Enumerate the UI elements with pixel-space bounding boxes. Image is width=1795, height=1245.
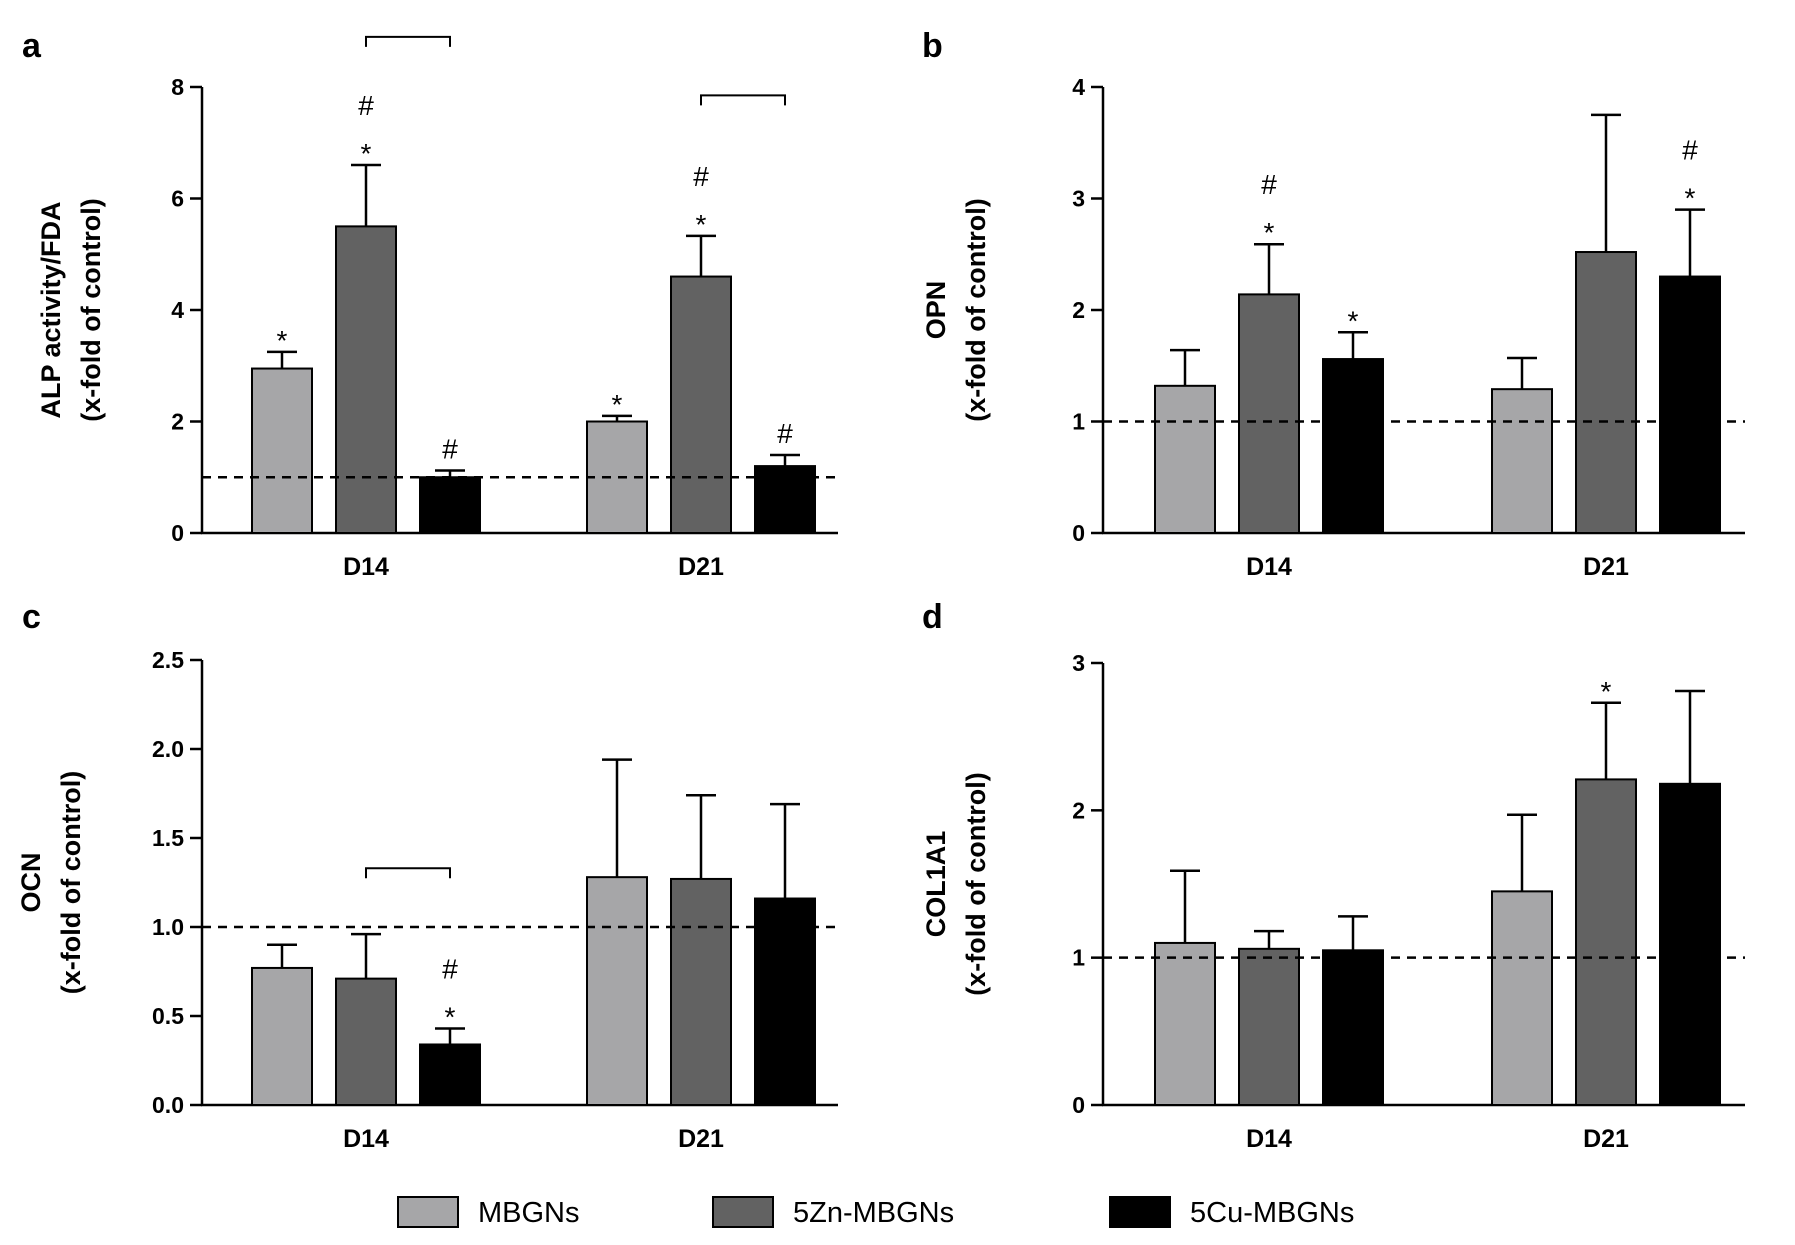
legend-label: 5Cu-MBGNs: [1190, 1197, 1354, 1229]
y-axis-label: (x-fold of control): [961, 198, 991, 421]
bar: [1659, 782, 1721, 1107]
x-category-label: D14: [343, 1125, 389, 1153]
bar: [1575, 251, 1637, 535]
significance-bracket: [365, 35, 451, 47]
panel-c: c OCN (x-fold of control) 0.0 0.5 1.0 1.5 2.0 2.…: [16, 598, 838, 1153]
bar: [335, 225, 397, 534]
y-axis-label: COL1A1: [921, 831, 951, 938]
y-tick-label: 2: [1072, 297, 1085, 323]
y-axis-label: (x-fold of control): [76, 198, 106, 421]
legend-swatch: [1109, 1196, 1171, 1228]
bar: [754, 897, 816, 1107]
y-tick-label: 8: [171, 74, 184, 100]
panel-letter: b: [922, 27, 943, 65]
y-tick-label: 3: [1072, 186, 1085, 212]
significance-star: *: [1601, 676, 1612, 707]
x-category-label: D21: [678, 1125, 724, 1153]
legend: MBGNs 5Zn-MBGNs 5Cu-MBGNs: [397, 1196, 1354, 1229]
y-tick-label: 2.0: [152, 736, 184, 762]
bar: [1491, 890, 1553, 1106]
bar: [335, 977, 397, 1106]
panel-b: b OPN (x-fold of control) 0 1 2 3 4 * # * * # D14 D21: [921, 27, 1745, 581]
bar: [419, 476, 481, 534]
bar: [670, 275, 732, 534]
y-tick-label: 6: [171, 186, 184, 212]
x-category-label: D14: [1246, 1125, 1292, 1153]
panel-a: a ALP activity/FDA (x-fold of control) 0 2 4 6…: [22, 27, 838, 581]
panel-d: d COL1A1 (x-fold of control) 0 1 2 3 * D14 D21: [921, 598, 1745, 1153]
y-tick-label: 4: [1072, 74, 1085, 100]
bar: [1322, 949, 1384, 1106]
y-axis-label: (x-fold of control): [961, 772, 991, 995]
bar: [1322, 358, 1384, 534]
significance-hash: #: [1682, 135, 1698, 166]
y-tick-label: 4: [171, 297, 184, 323]
legend-label: 5Zn-MBGNs: [793, 1197, 954, 1229]
y-tick-label: 0: [1072, 1092, 1085, 1118]
y-axis-label: OCN: [16, 853, 46, 913]
significance-hash: #: [358, 90, 374, 121]
significance-hash: #: [442, 953, 458, 984]
y-axis-label: (x-fold of control): [56, 771, 86, 994]
significance-star: *: [277, 325, 288, 356]
panel-letter: d: [922, 598, 943, 636]
y-tick-label: 1.5: [152, 825, 184, 851]
significance-star: *: [1685, 183, 1696, 214]
significance-bracket: [365, 867, 451, 879]
significance-hash: #: [1261, 169, 1277, 200]
bar: [251, 367, 313, 534]
significance-star: *: [1348, 305, 1359, 336]
bar: [670, 877, 732, 1106]
y-tick-label: 3: [1072, 650, 1085, 676]
panel-letter: c: [22, 598, 41, 636]
x-category-label: D21: [678, 553, 724, 581]
significance-star: *: [361, 138, 372, 169]
x-category-label: D21: [1583, 1125, 1629, 1153]
y-tick-label: 0.5: [152, 1003, 184, 1029]
panels: a ALP activity/FDA (x-fold of control) 0 2 4 6…: [16, 27, 1745, 1153]
significance-star: *: [612, 389, 623, 420]
y-tick-label: 2: [1072, 797, 1085, 823]
significance-star: *: [1264, 217, 1275, 248]
y-tick-label: 2.5: [152, 647, 184, 673]
x-category-label: D14: [1246, 553, 1292, 581]
bar: [1575, 778, 1637, 1106]
bar: [1154, 941, 1216, 1107]
significance-star: *: [445, 1001, 456, 1032]
legend-item: 5Cu-MBGNs: [1109, 1196, 1354, 1229]
y-tick-label: 1: [1072, 945, 1085, 971]
bar: [1154, 384, 1216, 534]
y-tick-label: 0: [171, 520, 184, 546]
y-axis-label: OPN: [921, 281, 951, 340]
x-category-label: D14: [343, 553, 389, 581]
significance-hash: #: [777, 418, 793, 449]
legend-swatch: [712, 1196, 774, 1228]
legend-item: 5Zn-MBGNs: [712, 1196, 954, 1229]
y-tick-label: 1: [1072, 409, 1085, 435]
y-tick-label: 2: [171, 409, 184, 435]
panel-letter: a: [22, 27, 42, 65]
significance-hash: #: [693, 161, 709, 192]
bar: [586, 876, 648, 1106]
significance-hash: #: [442, 434, 458, 465]
bar: [1659, 275, 1721, 534]
y-tick-label: 0: [1072, 520, 1085, 546]
x-category-label: D21: [1583, 553, 1629, 581]
y-axis-label: ALP activity/FDA: [36, 201, 66, 418]
legend-swatch: [397, 1196, 459, 1228]
bar: [1491, 388, 1553, 535]
y-tick-label: 0.0: [152, 1092, 184, 1118]
bar: [1238, 947, 1300, 1106]
bar: [419, 1043, 481, 1106]
legend-item: MBGNs: [397, 1196, 580, 1229]
legend-label: MBGNs: [478, 1197, 580, 1229]
bar: [251, 966, 313, 1106]
y-tick-label: 1.0: [152, 914, 184, 940]
significance-star: *: [696, 209, 707, 240]
bar: [1238, 293, 1300, 535]
significance-bracket: [700, 94, 786, 106]
